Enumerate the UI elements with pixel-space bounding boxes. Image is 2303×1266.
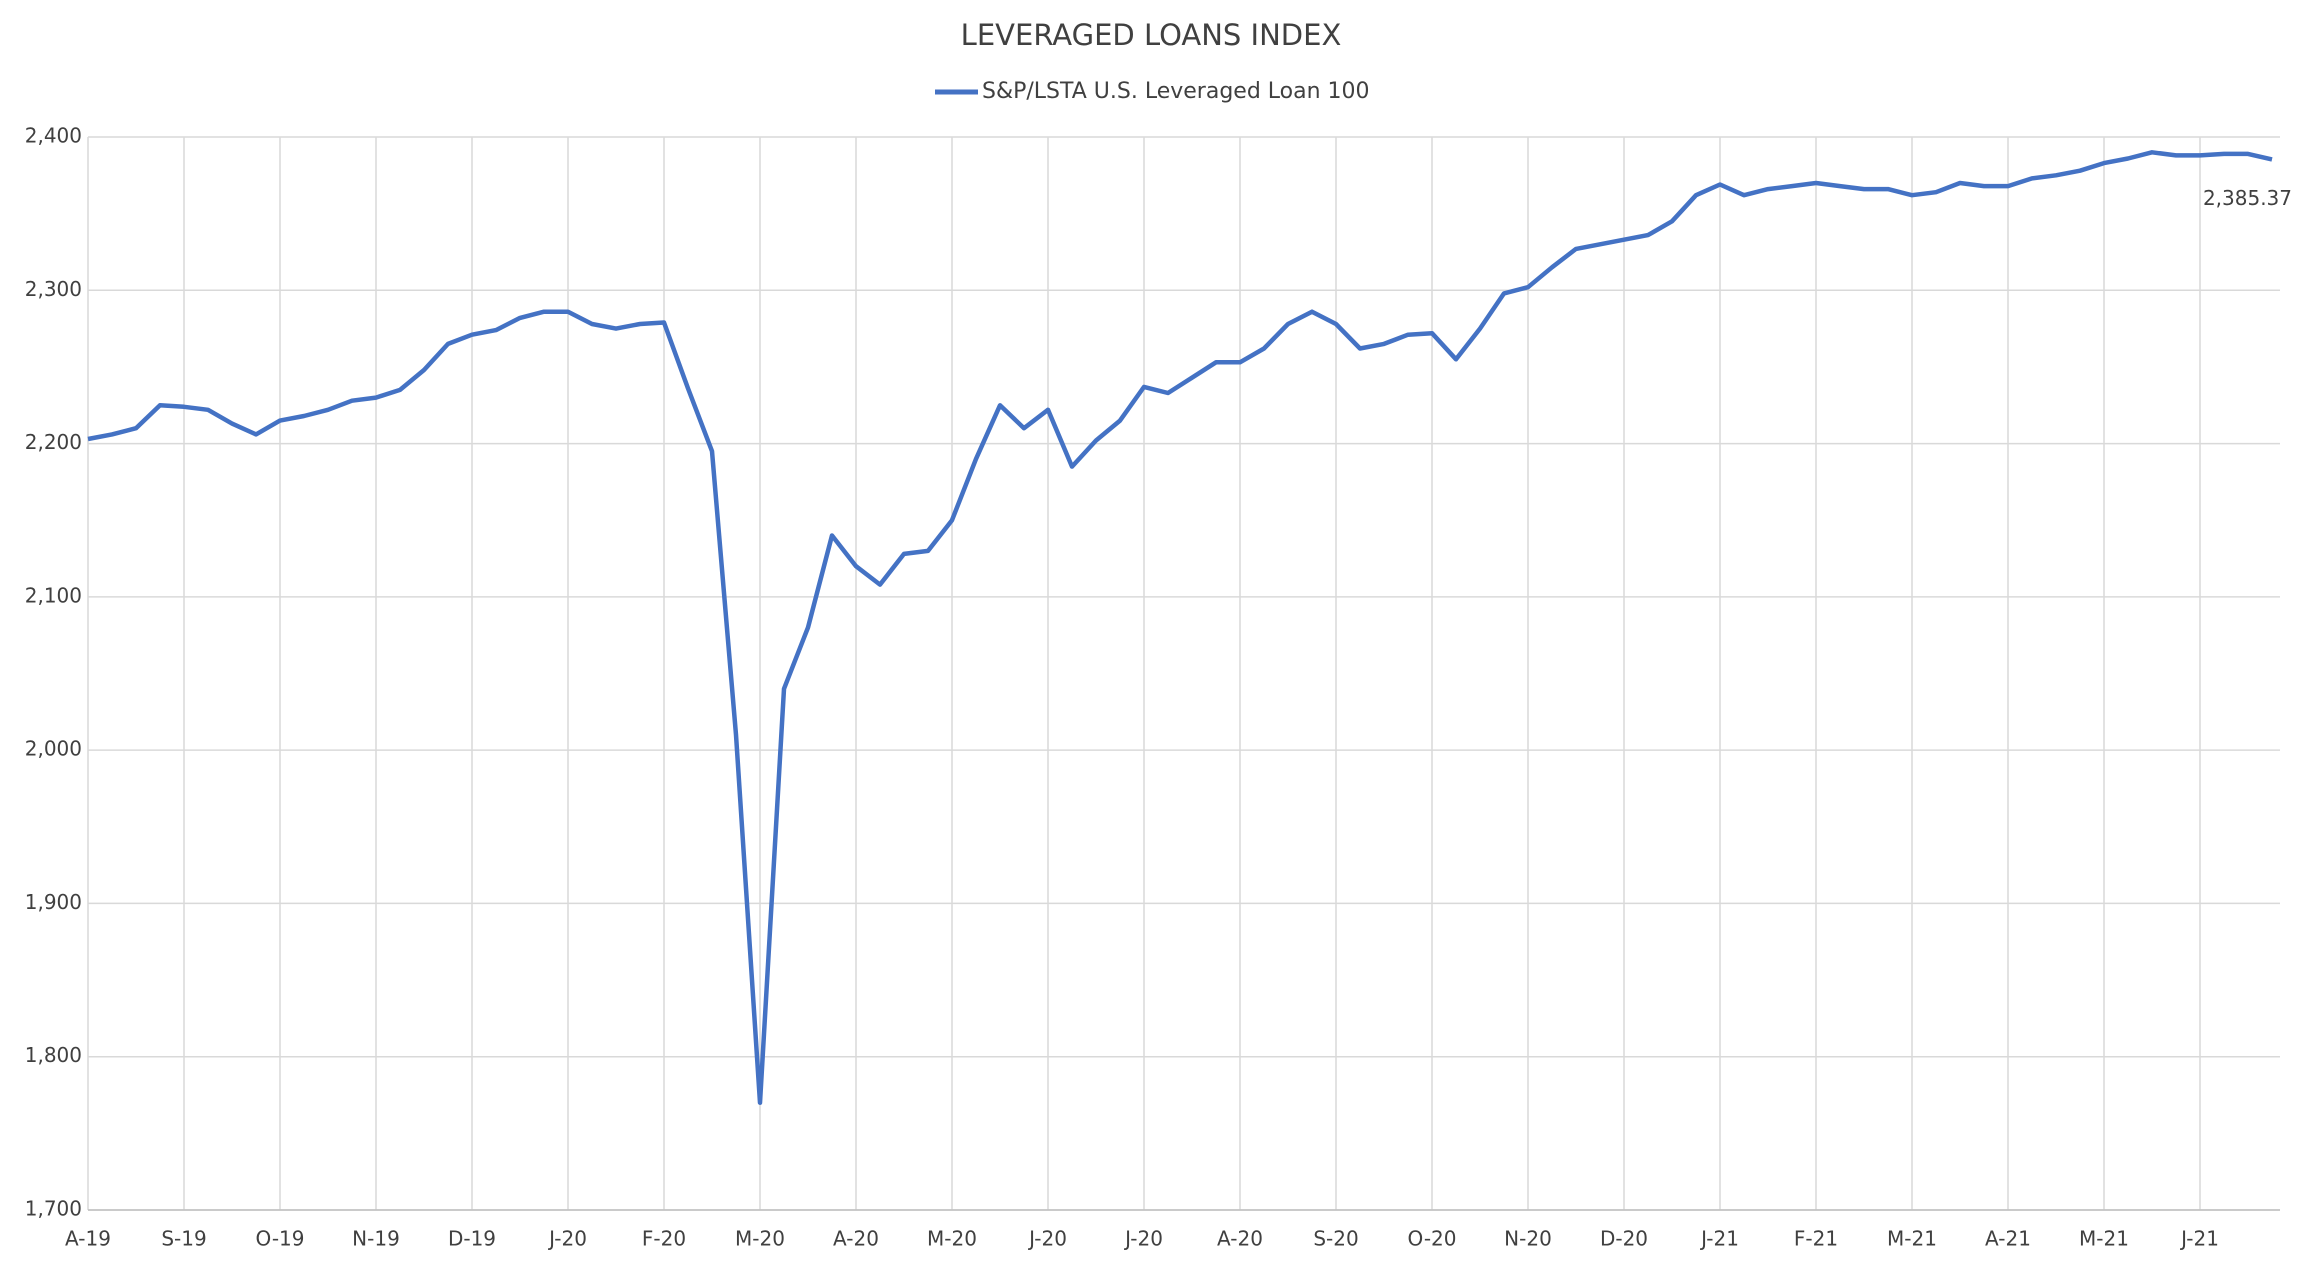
- y-tick-label: 1,900: [25, 890, 82, 914]
- y-tick-label: 2,200: [25, 430, 82, 454]
- x-tick-label: J-20: [1123, 1227, 1163, 1251]
- x-tick-label: A-20: [833, 1227, 879, 1251]
- legend-label: S&P/LSTA U.S. Leveraged Loan 100: [982, 79, 1370, 104]
- x-tick-label: A-20: [1217, 1227, 1263, 1251]
- y-tick-label: 2,100: [25, 583, 82, 607]
- y-tick-label: 1,700: [25, 1197, 82, 1221]
- y-tick-label: 2,300: [25, 277, 82, 301]
- chart-title: LEVERAGED LOANS INDEX: [961, 18, 1342, 52]
- x-tick-label: F-20: [642, 1227, 686, 1251]
- y-tick-label: 2,000: [25, 737, 82, 761]
- x-tick-label: J-21: [1699, 1227, 1739, 1251]
- x-tick-label: S-20: [1313, 1227, 1358, 1251]
- x-tick-label: N-20: [1504, 1227, 1552, 1251]
- x-tick-label: D-19: [448, 1227, 496, 1251]
- x-tick-label: D-20: [1600, 1227, 1648, 1251]
- y-tick-label: 2,400: [25, 124, 82, 148]
- data-label: 2,385.37: [2203, 186, 2292, 210]
- x-tick-label: F-21: [1794, 1227, 1838, 1251]
- x-tick-label: M-21: [2079, 1227, 2129, 1251]
- x-tick-label: O-19: [256, 1227, 305, 1251]
- x-tick-label: M-20: [735, 1227, 785, 1251]
- x-tick-label: M-20: [927, 1227, 977, 1251]
- y-tick-label: 1,800: [25, 1043, 82, 1067]
- x-tick-label: J-20: [547, 1227, 587, 1251]
- x-tick-label: J-20: [1027, 1227, 1067, 1251]
- series-line: [87, 150, 2273, 1105]
- x-tick-label: S-19: [161, 1227, 206, 1251]
- x-tick-label: A-21: [1985, 1227, 2031, 1251]
- x-tick-label: A-19: [65, 1227, 111, 1251]
- x-tick-label: J-21: [2179, 1227, 2219, 1251]
- x-tick-label: O-20: [1408, 1227, 1457, 1251]
- x-tick-label: M-21: [1887, 1227, 1937, 1251]
- x-tick-label: N-19: [352, 1227, 400, 1251]
